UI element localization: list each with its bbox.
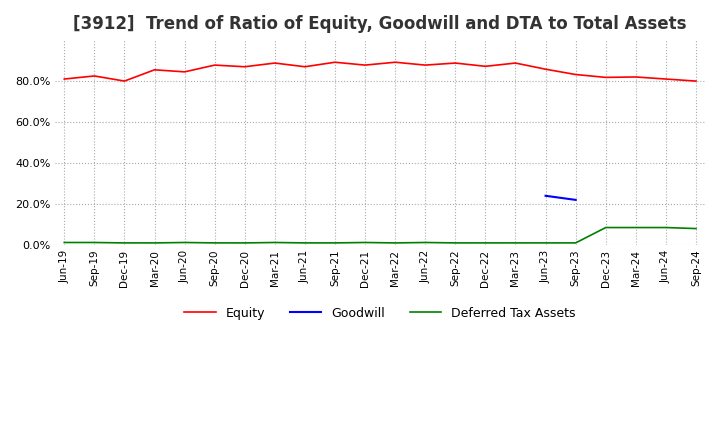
Line: Deferred Tax Assets: Deferred Tax Assets bbox=[64, 227, 696, 243]
Deferred Tax Assets bbox=[330, 240, 339, 246]
Deferred Tax Assets bbox=[120, 240, 129, 246]
Goodwill bbox=[572, 197, 580, 202]
Deferred Tax Assets bbox=[601, 225, 610, 230]
Equity bbox=[481, 64, 490, 69]
Goodwill bbox=[541, 193, 550, 198]
Deferred Tax Assets bbox=[421, 240, 430, 245]
Deferred Tax Assets bbox=[271, 240, 279, 245]
Equity bbox=[271, 60, 279, 66]
Equity bbox=[662, 77, 670, 82]
Equity bbox=[240, 64, 249, 70]
Equity bbox=[391, 59, 400, 65]
Equity bbox=[330, 59, 339, 65]
Equity bbox=[572, 72, 580, 77]
Deferred Tax Assets bbox=[391, 240, 400, 246]
Equity bbox=[692, 78, 701, 84]
Equity bbox=[60, 77, 68, 82]
Deferred Tax Assets bbox=[180, 240, 189, 245]
Deferred Tax Assets bbox=[300, 240, 309, 246]
Deferred Tax Assets bbox=[240, 240, 249, 246]
Deferred Tax Assets bbox=[451, 240, 459, 246]
Equity bbox=[601, 75, 610, 80]
Line: Goodwill: Goodwill bbox=[546, 196, 576, 200]
Deferred Tax Assets bbox=[210, 240, 219, 246]
Equity bbox=[511, 60, 520, 66]
Deferred Tax Assets bbox=[90, 240, 99, 245]
Equity bbox=[90, 73, 99, 79]
Equity bbox=[210, 62, 219, 68]
Deferred Tax Assets bbox=[692, 226, 701, 231]
Equity bbox=[180, 69, 189, 74]
Line: Equity: Equity bbox=[64, 62, 696, 81]
Equity bbox=[541, 66, 550, 72]
Deferred Tax Assets bbox=[60, 240, 68, 245]
Deferred Tax Assets bbox=[361, 240, 369, 245]
Title: [3912]  Trend of Ratio of Equity, Goodwill and DTA to Total Assets: [3912] Trend of Ratio of Equity, Goodwil… bbox=[73, 15, 687, 33]
Equity bbox=[421, 62, 430, 68]
Equity bbox=[150, 67, 159, 73]
Equity bbox=[120, 78, 129, 84]
Deferred Tax Assets bbox=[481, 240, 490, 246]
Deferred Tax Assets bbox=[572, 240, 580, 246]
Deferred Tax Assets bbox=[631, 225, 640, 230]
Legend: Equity, Goodwill, Deferred Tax Assets: Equity, Goodwill, Deferred Tax Assets bbox=[179, 302, 581, 325]
Equity bbox=[451, 60, 459, 66]
Deferred Tax Assets bbox=[662, 225, 670, 230]
Deferred Tax Assets bbox=[511, 240, 520, 246]
Equity bbox=[300, 64, 309, 70]
Equity bbox=[631, 74, 640, 80]
Deferred Tax Assets bbox=[541, 240, 550, 246]
Deferred Tax Assets bbox=[150, 240, 159, 246]
Equity bbox=[361, 62, 369, 68]
